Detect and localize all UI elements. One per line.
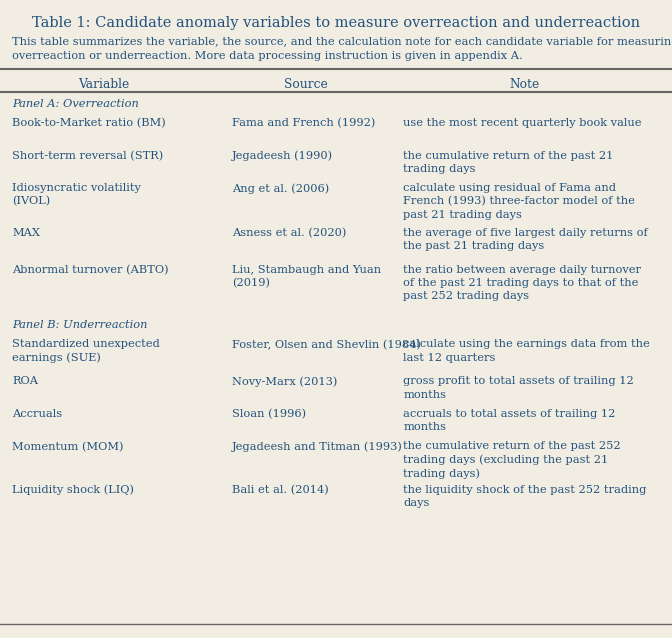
Text: calculate using the earnings data from the
last 12 quarters: calculate using the earnings data from t…: [403, 339, 650, 362]
Text: Variable: Variable: [79, 78, 130, 91]
Text: Liquidity shock (LIQ): Liquidity shock (LIQ): [12, 485, 134, 496]
Text: Short-term reversal (STR): Short-term reversal (STR): [12, 151, 163, 161]
Text: Fama and French (1992): Fama and French (1992): [232, 118, 375, 128]
Text: This table summarizes the variable, the source, and the calculation note for eac: This table summarizes the variable, the …: [12, 37, 672, 61]
Text: Table 1: Candidate anomaly variables to measure overreaction and underreaction: Table 1: Candidate anomaly variables to …: [32, 16, 640, 30]
Text: Standardized unexpected
earnings (SUE): Standardized unexpected earnings (SUE): [12, 339, 160, 364]
Text: the cumulative return of the past 252
trading days (excluding the past 21
tradin: the cumulative return of the past 252 tr…: [403, 441, 621, 480]
Text: the average of five largest daily returns of
the past 21 trading days: the average of five largest daily return…: [403, 228, 648, 251]
Text: Accruals: Accruals: [12, 409, 62, 419]
Text: Abnormal turnover (ABTO): Abnormal turnover (ABTO): [12, 265, 169, 275]
Text: ROA: ROA: [12, 376, 38, 387]
Text: MAX: MAX: [12, 228, 40, 238]
Text: the ratio between average daily turnover
of the past 21 trading days to that of : the ratio between average daily turnover…: [403, 265, 641, 301]
Text: the liquidity shock of the past 252 trading
days: the liquidity shock of the past 252 trad…: [403, 485, 646, 508]
Text: accruals to total assets of trailing 12
months: accruals to total assets of trailing 12 …: [403, 409, 616, 432]
Text: Asness et al. (2020): Asness et al. (2020): [232, 228, 346, 238]
Text: gross profit to total assets of trailing 12
months: gross profit to total assets of trailing…: [403, 376, 634, 399]
Text: Sloan (1996): Sloan (1996): [232, 409, 306, 419]
Text: Jegadeesh and Titman (1993): Jegadeesh and Titman (1993): [232, 441, 403, 452]
Text: Panel A: Overreaction: Panel A: Overreaction: [12, 99, 139, 109]
Text: Jegadeesh (1990): Jegadeesh (1990): [232, 151, 333, 161]
Text: the cumulative return of the past 21
trading days: the cumulative return of the past 21 tra…: [403, 151, 614, 174]
Text: Idiosyncratic volatility
(IVOL): Idiosyncratic volatility (IVOL): [12, 183, 141, 207]
Text: Ang et al. (2006): Ang et al. (2006): [232, 183, 329, 194]
Text: Book-to-Market ratio (BM): Book-to-Market ratio (BM): [12, 118, 166, 128]
Text: Panel B: Underreaction: Panel B: Underreaction: [12, 320, 148, 330]
Text: Foster, Olsen and Shevlin (1984): Foster, Olsen and Shevlin (1984): [232, 339, 421, 350]
Text: Note: Note: [509, 78, 540, 91]
Text: Liu, Stambaugh and Yuan
(2019): Liu, Stambaugh and Yuan (2019): [232, 265, 381, 288]
Text: Source: Source: [284, 78, 328, 91]
Text: Momentum (MOM): Momentum (MOM): [12, 441, 124, 452]
Text: Bali et al. (2014): Bali et al. (2014): [232, 485, 329, 495]
Text: Novy-Marx (2013): Novy-Marx (2013): [232, 376, 337, 387]
Text: calculate using residual of Fama and
French (1993) three-factor model of the
pas: calculate using residual of Fama and Fre…: [403, 183, 635, 220]
Text: use the most recent quarterly book value: use the most recent quarterly book value: [403, 118, 642, 128]
